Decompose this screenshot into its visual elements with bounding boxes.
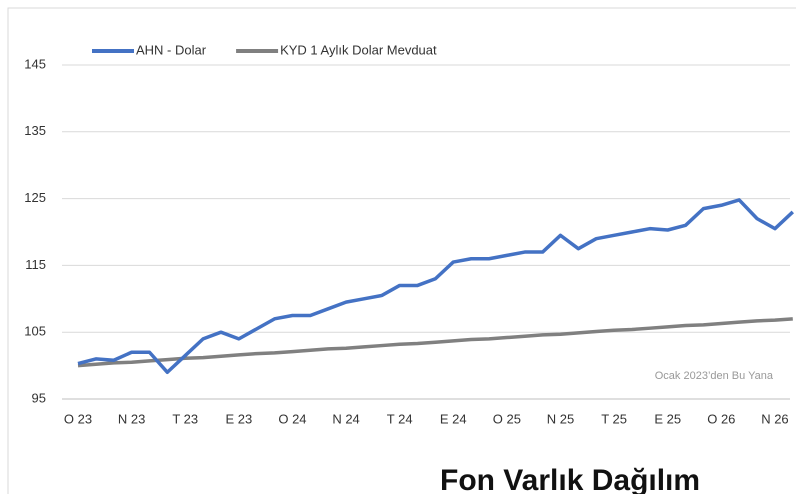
x-tick-label: O 25	[493, 411, 521, 426]
series-line	[77, 317, 793, 368]
x-tick-label: E 24	[440, 411, 467, 426]
x-tick-label: O 23	[64, 411, 92, 426]
y-tick-label: 145	[24, 56, 46, 71]
x-tick-label: T 25	[601, 411, 627, 426]
y-tick-label: 115	[25, 257, 46, 272]
chart-frame	[7, 7, 796, 494]
series-line	[77, 198, 794, 375]
x-tick-label: E 23	[225, 411, 252, 426]
x-tick-label: E 25	[654, 411, 681, 426]
x-tick-label: N 26	[761, 411, 788, 426]
x-tick-label: T 23	[172, 411, 198, 426]
y-tick-label: 105	[24, 324, 46, 339]
x-tick-label: T 24	[387, 411, 413, 426]
x-tick-label: O 24	[278, 411, 306, 426]
x-tick-label: N 25	[547, 411, 574, 426]
y-tick-label: 135	[24, 123, 46, 138]
x-tick-label: O 26	[707, 411, 735, 426]
legend-label: AHN - Dolar	[136, 42, 207, 57]
section-heading: Fon Varlık Dağılım	[440, 464, 700, 494]
y-tick-label: 125	[24, 190, 46, 205]
y-tick-label: 95	[32, 390, 46, 405]
x-tick-label: N 23	[118, 411, 145, 426]
legend-label: KYD 1 Aylık Dolar Mevduat	[280, 42, 437, 57]
x-tick-label: N 24	[332, 411, 359, 426]
annotation: Ocak 2023’den Bu Yana	[655, 370, 774, 382]
